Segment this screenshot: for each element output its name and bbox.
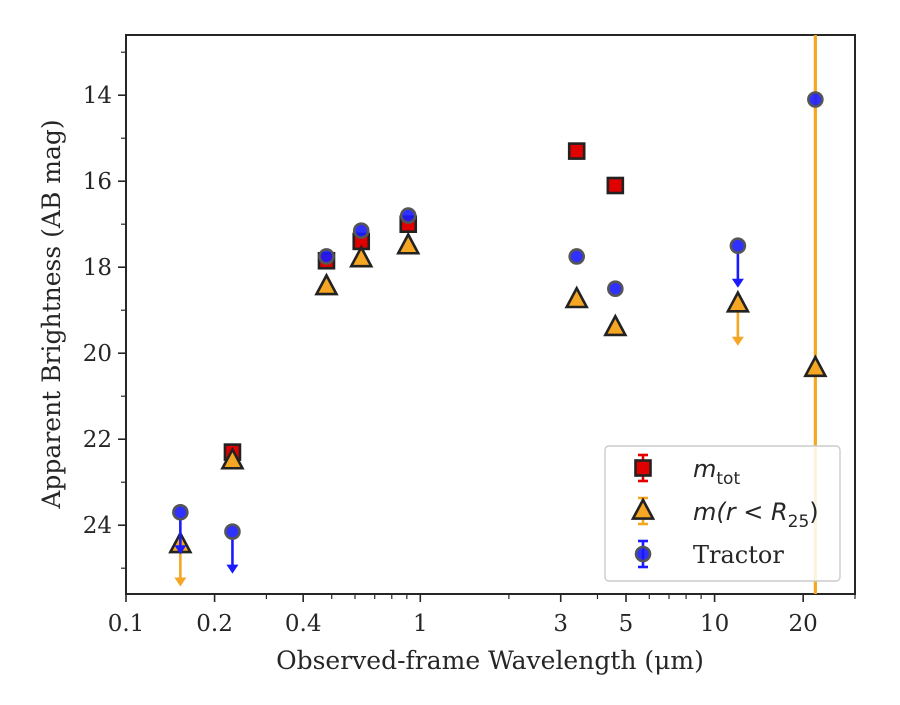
y-tick-label: 20 xyxy=(83,341,112,367)
triangle-marker xyxy=(220,446,245,470)
circle-marker xyxy=(807,91,824,108)
upper-limit-arrow-head xyxy=(226,564,239,574)
series-circle xyxy=(172,91,824,574)
circle-marker xyxy=(318,248,335,265)
x-axis-title: Observed-frame Wavelength (μm) xyxy=(276,646,704,675)
y-axis-ticks: 14 16 18 20 22 24 xyxy=(83,51,126,569)
legend-label-main: m xyxy=(693,455,716,483)
x-tick-label: 10 xyxy=(700,611,729,637)
y-axis-title: Apparent Brightness (AB mag) xyxy=(37,119,66,509)
triangle-marker xyxy=(396,231,421,255)
triangle-marker xyxy=(803,354,828,378)
legend-circle-marker xyxy=(634,545,652,563)
triangle-marker xyxy=(603,313,628,337)
circle-marker xyxy=(607,280,624,298)
x-tick-label: 3 xyxy=(553,611,568,637)
x-axis-ticks: 0.1 0.2 0.4 1 3 5 10 20 xyxy=(108,594,856,637)
upper-limit-arrow-head xyxy=(174,545,187,555)
x-tick-label: 0.1 xyxy=(108,611,145,637)
circle-marker xyxy=(172,503,189,521)
plot-frame xyxy=(125,34,856,595)
x-tick-label: 0.2 xyxy=(196,611,233,637)
legend-label-sub: tot xyxy=(716,469,740,489)
legend-label-main: m(r < R xyxy=(693,498,788,526)
triangle-marker xyxy=(564,285,589,309)
legend-label-tractor: Tractor xyxy=(693,541,784,569)
upper-limit-arrow-head xyxy=(731,278,744,288)
x-tick-label: 0.4 xyxy=(285,611,322,637)
upper-limit-arrow-head xyxy=(731,336,744,346)
legend-triangle-marker xyxy=(630,497,656,520)
y-tick-label: 18 xyxy=(83,255,112,281)
legend-box xyxy=(604,445,841,582)
legend-label-end: ) xyxy=(809,498,818,526)
circle-marker xyxy=(352,222,370,239)
triangle-marker xyxy=(725,289,751,313)
x-tick-label: 20 xyxy=(789,611,818,637)
triangle-marker xyxy=(349,244,374,268)
y-tick-label: 14 xyxy=(83,83,112,109)
y-tick-label: 22 xyxy=(83,427,112,453)
legend-label-mr: m(r < R25) xyxy=(693,498,819,532)
triangle-marker xyxy=(314,272,339,296)
y-tick-label: 24 xyxy=(83,513,112,539)
y-tick-label: 16 xyxy=(83,169,112,195)
x-tick-label: 1 xyxy=(413,611,428,637)
circle-marker xyxy=(399,207,417,224)
legend-square-marker xyxy=(634,459,652,477)
legend-label-sub: 25 xyxy=(788,512,810,532)
x-tick-label: 5 xyxy=(619,611,634,637)
square-marker xyxy=(606,176,625,195)
plot-area xyxy=(125,34,856,595)
legend-label-mtot: mtot xyxy=(693,455,740,489)
circle-marker xyxy=(729,237,747,254)
circle-marker xyxy=(224,523,241,540)
series-square xyxy=(223,142,625,461)
legend: mtot m(r < R25) Tractor xyxy=(604,445,841,582)
square-marker xyxy=(567,142,586,160)
upper-limit-arrow-head xyxy=(174,577,187,587)
circle-marker xyxy=(568,248,586,265)
